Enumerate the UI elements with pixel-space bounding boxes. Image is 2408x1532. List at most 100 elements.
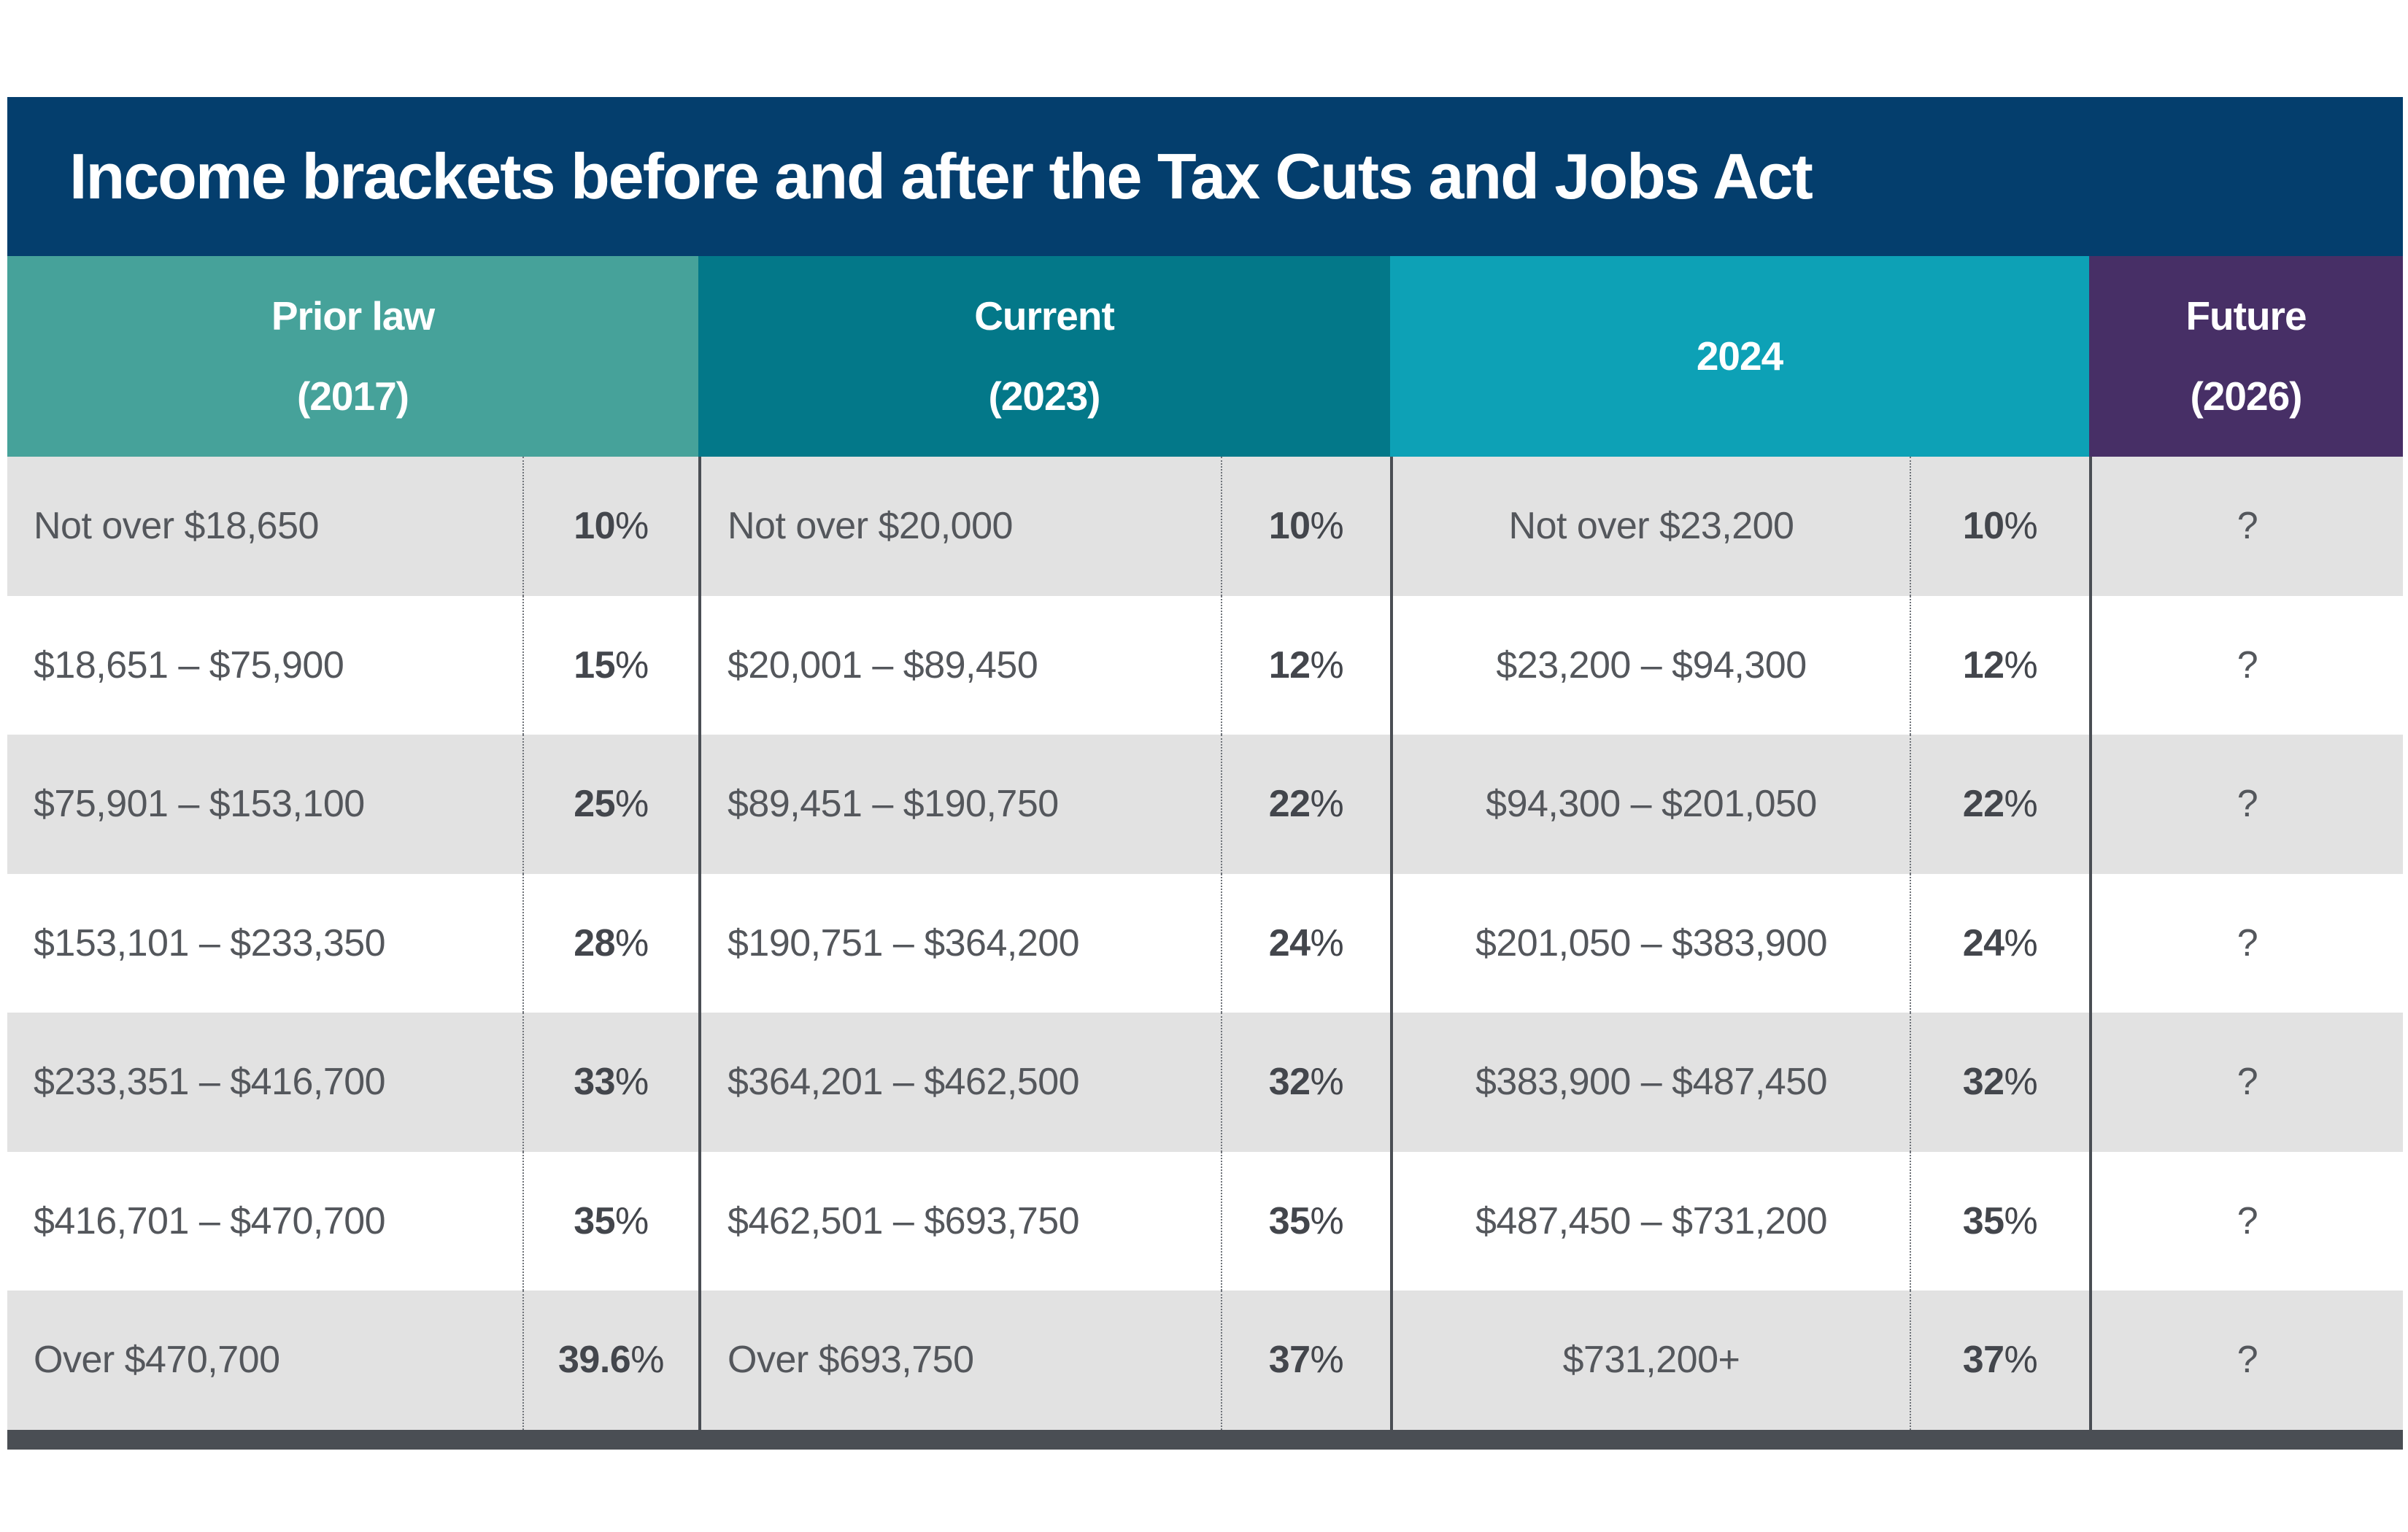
rate-cell: 22%: [1221, 735, 1390, 874]
percent-sign: %: [1310, 1339, 1344, 1382]
bracket-cell: $18,651 – $75,900: [7, 595, 522, 735]
column-header-sublabel: (2017): [297, 374, 409, 419]
rate-value: 39.6: [558, 1339, 631, 1382]
rate-cell: 37%: [1910, 1291, 2089, 1430]
percent-sign: %: [2004, 783, 2038, 826]
bracket-cell: Over $693,750: [698, 1291, 1221, 1430]
rate-cell: 28%: [522, 873, 698, 1013]
rate-cell: 10%: [1221, 457, 1390, 596]
column-header-label: Current: [974, 293, 1115, 338]
rate-cell: 35%: [1910, 1151, 2089, 1291]
column-header-label: Prior law: [271, 293, 435, 338]
rate-cell: 32%: [1221, 1013, 1390, 1152]
percent-sign: %: [2004, 1061, 2038, 1104]
future-rate-cell: ?: [2089, 735, 2403, 874]
bracket-cell: $190,751 – $364,200: [698, 873, 1221, 1013]
rate-cell: 15%: [522, 595, 698, 735]
bracket-cell: $487,450 – $731,200: [1390, 1151, 1910, 1291]
percent-sign: %: [1310, 921, 1344, 964]
column-header-sublabel: (2026): [2190, 374, 2303, 419]
rate-value: 22: [1268, 783, 1311, 826]
column-header-label: 2024: [1696, 333, 1783, 379]
rate-value: 32: [1962, 1061, 2004, 1104]
rate-cell: 32%: [1910, 1013, 2089, 1152]
page-title: Income brackets before and after the Tax…: [69, 140, 1813, 212]
rate-value: 22: [1962, 783, 2004, 826]
rate-value: 15: [574, 643, 616, 686]
bracket-cell: $462,501 – $693,750: [698, 1151, 1221, 1291]
table-body: Not over $18,650 10% Not over $20,000 10% No…: [7, 457, 2403, 1430]
rate-value: 35: [574, 1199, 616, 1242]
bracket-cell: $383,900 – $487,450: [1390, 1013, 1910, 1152]
future-rate-cell: ?: [2089, 595, 2403, 735]
bracket-cell: $75,901 – $153,100: [7, 735, 522, 874]
future-rate-cell: ?: [2089, 873, 2403, 1013]
percent-sign: %: [2004, 921, 2038, 964]
rate-cell: 12%: [1910, 595, 2089, 735]
percent-sign: %: [2004, 643, 2038, 686]
percent-sign: %: [1310, 1061, 1344, 1104]
rate-value: 10: [1268, 505, 1311, 548]
column-header-future: Future (2026): [2089, 256, 2403, 457]
rate-value: 12: [1962, 643, 2004, 686]
bracket-cell: $23,200 – $94,300: [1390, 595, 1910, 735]
title-bar: Income brackets before and after the Tax…: [7, 97, 2403, 256]
future-rate-cell: ?: [2089, 457, 2403, 596]
rate-cell: 10%: [1910, 457, 2089, 596]
percent-sign: %: [1310, 1199, 1344, 1242]
bracket-cell: $20,001 – $89,450: [698, 595, 1221, 735]
percent-sign: %: [615, 783, 649, 826]
column-header-current: Current (2023): [698, 256, 1390, 457]
rate-value: 35: [1268, 1199, 1311, 1242]
percent-sign: %: [1310, 783, 1344, 826]
rate-cell: 25%: [522, 735, 698, 874]
percent-sign: %: [615, 505, 649, 548]
bracket-cell: $416,701 – $470,700: [7, 1151, 522, 1291]
percent-sign: %: [1310, 643, 1344, 686]
percent-sign: %: [615, 1061, 649, 1104]
bracket-cell: Not over $23,200: [1390, 457, 1910, 596]
percent-sign: %: [2004, 1339, 2038, 1382]
bracket-cell: Over $470,700: [7, 1291, 522, 1430]
rate-cell: 35%: [1221, 1151, 1390, 1291]
rate-value: 33: [574, 1061, 616, 1104]
rate-cell: 22%: [1910, 735, 2089, 874]
tax-brackets-table: Income brackets before and after the Tax…: [7, 97, 2403, 1450]
bracket-cell: $731,200+: [1390, 1291, 1910, 1430]
column-header-prior-law: Prior law (2017): [7, 256, 698, 457]
table-header-row: Prior law (2017) Current (2023) 2024 Fut…: [7, 256, 2403, 457]
column-header-2024: 2024: [1390, 256, 2089, 457]
rate-value: 25: [574, 783, 616, 826]
rate-cell: 35%: [522, 1151, 698, 1291]
rate-cell: 24%: [1221, 873, 1390, 1013]
percent-sign: %: [630, 1339, 664, 1382]
future-rate-cell: ?: [2089, 1291, 2403, 1430]
bracket-cell: $201,050 – $383,900: [1390, 873, 1910, 1013]
rate-cell: 39.6%: [522, 1291, 698, 1430]
rate-value: 28: [574, 921, 616, 964]
future-rate-cell: ?: [2089, 1151, 2403, 1291]
rate-value: 37: [1962, 1339, 2004, 1382]
rate-value: 35: [1962, 1199, 2004, 1242]
table-bottom-bar: [7, 1429, 2403, 1450]
bracket-cell: $94,300 – $201,050: [1390, 735, 1910, 874]
rate-cell: 33%: [522, 1013, 698, 1152]
rate-value: 37: [1268, 1339, 1311, 1382]
column-header-sublabel: (2023): [988, 374, 1101, 419]
percent-sign: %: [1310, 505, 1344, 548]
rate-value: 10: [574, 505, 616, 548]
future-rate-cell: ?: [2089, 1013, 2403, 1152]
rate-value: 24: [1268, 921, 1311, 964]
percent-sign: %: [615, 921, 649, 964]
rate-cell: 24%: [1910, 873, 2089, 1013]
bracket-cell: Not over $18,650: [7, 457, 522, 596]
bracket-cell: $364,201 – $462,500: [698, 1013, 1221, 1152]
rate-value: 10: [1962, 505, 2004, 548]
rate-cell: 10%: [522, 457, 698, 596]
rate-value: 32: [1268, 1061, 1311, 1104]
percent-sign: %: [2004, 505, 2038, 548]
rate-value: 12: [1268, 643, 1311, 686]
percent-sign: %: [615, 643, 649, 686]
rate-value: 24: [1962, 921, 2004, 964]
bracket-cell: $233,351 – $416,700: [7, 1013, 522, 1152]
